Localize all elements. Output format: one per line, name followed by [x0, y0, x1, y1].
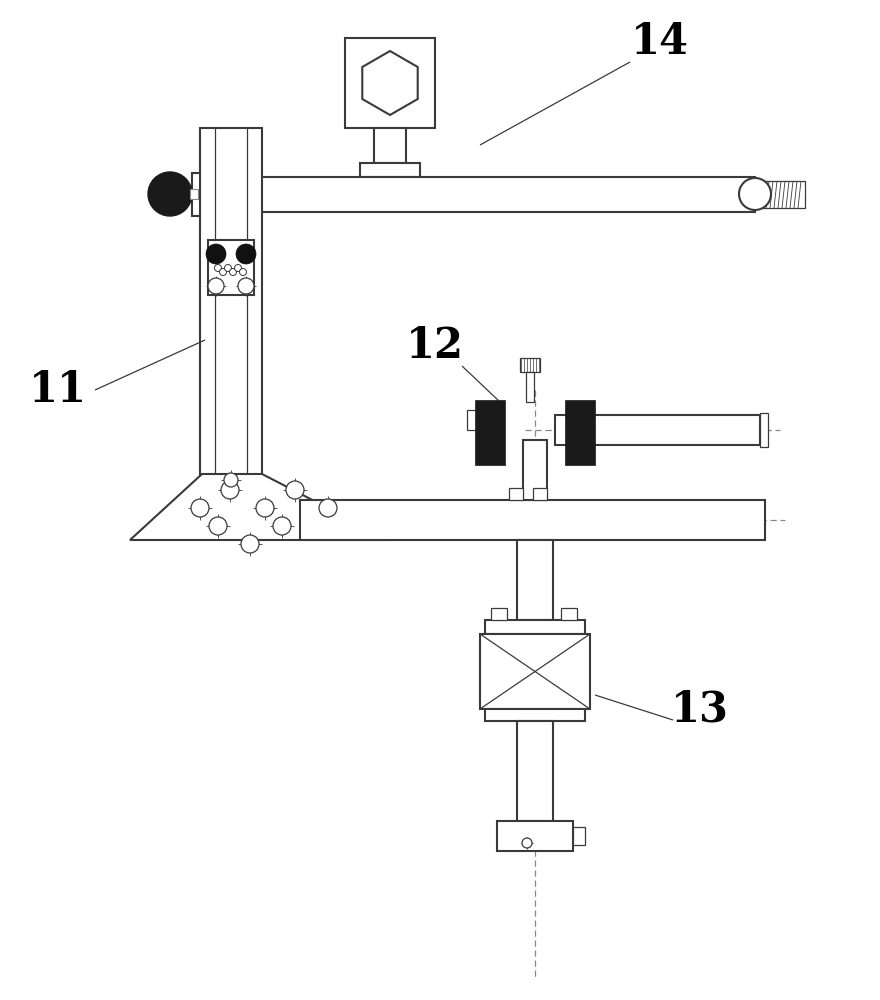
Text: 14: 14	[631, 21, 689, 63]
Circle shape	[239, 268, 246, 275]
Bar	[300, 500, 765, 540]
Polygon shape	[130, 474, 390, 540]
Circle shape	[319, 499, 337, 517]
Circle shape	[148, 172, 192, 216]
Circle shape	[256, 499, 274, 517]
Bar	[200, 177, 755, 212]
Circle shape	[241, 535, 259, 553]
Circle shape	[234, 264, 241, 271]
Bar	[533, 488, 547, 500]
Bar	[573, 827, 585, 845]
Text: 11: 11	[29, 369, 87, 411]
Bar	[475, 400, 505, 465]
Bar	[497, 821, 573, 851]
Bar	[374, 128, 406, 163]
Circle shape	[209, 517, 227, 535]
Bar	[208, 240, 254, 295]
Bar	[555, 415, 760, 445]
Polygon shape	[363, 51, 418, 115]
Bar	[520, 358, 540, 372]
Circle shape	[236, 244, 256, 264]
Circle shape	[224, 264, 231, 271]
Bar	[192, 173, 202, 216]
Bar	[565, 400, 595, 465]
Text: 12: 12	[406, 325, 464, 367]
Circle shape	[273, 517, 291, 535]
Bar	[509, 488, 523, 500]
Bar	[345, 38, 435, 128]
Circle shape	[224, 473, 238, 487]
Circle shape	[522, 838, 532, 848]
Bar	[190, 189, 198, 199]
Circle shape	[219, 268, 226, 275]
Circle shape	[208, 278, 224, 294]
Bar	[360, 163, 420, 177]
Circle shape	[238, 278, 254, 294]
Circle shape	[286, 481, 304, 499]
Bar	[523, 440, 547, 500]
Circle shape	[739, 178, 771, 210]
Circle shape	[191, 499, 209, 517]
Text: 13: 13	[671, 689, 729, 731]
Circle shape	[230, 268, 237, 275]
Bar	[755, 181, 805, 208]
Bar	[517, 540, 553, 620]
Bar	[760, 413, 768, 447]
Bar	[480, 634, 590, 709]
Circle shape	[206, 244, 226, 264]
Circle shape	[221, 481, 239, 499]
Circle shape	[215, 264, 222, 271]
Bar	[517, 721, 553, 821]
Bar	[526, 372, 534, 402]
Bar	[485, 620, 585, 634]
Bar	[561, 608, 577, 620]
Bar	[491, 608, 507, 620]
Bar	[200, 128, 262, 480]
Bar	[485, 709, 585, 721]
Bar	[467, 410, 477, 430]
